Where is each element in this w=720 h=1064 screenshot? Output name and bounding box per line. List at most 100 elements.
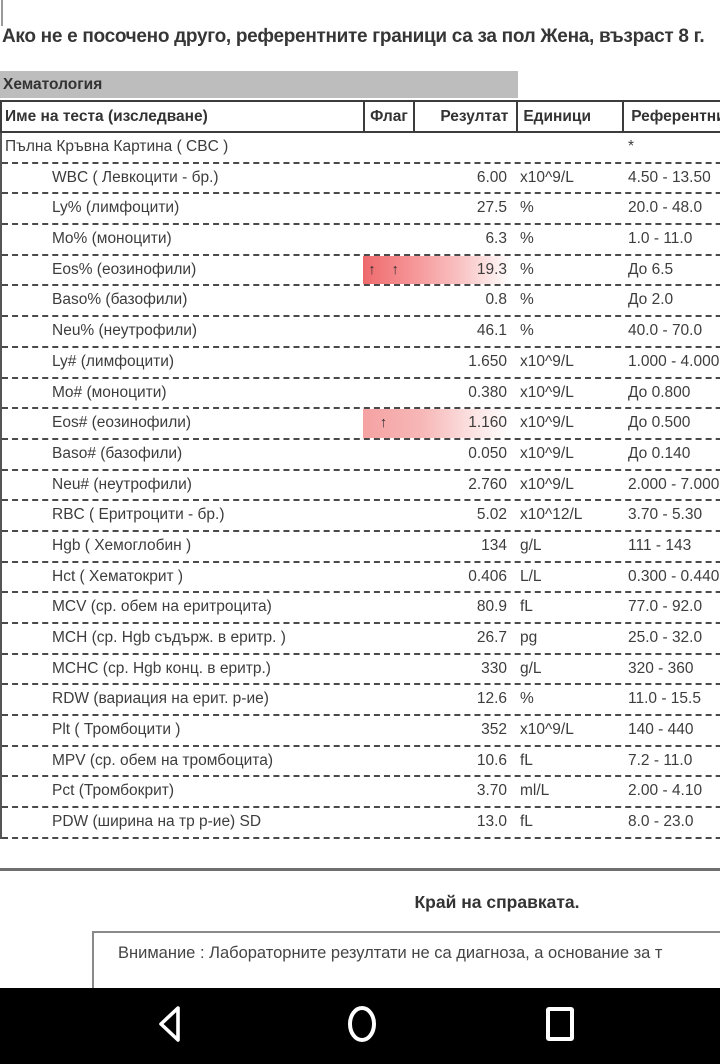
table-row: RBC ( Еритроцити - бр.) 5.02 x10^12/L 3.… [2,501,720,532]
units-cell: x10^9/L [520,444,574,462]
flag-cell [361,808,412,837]
result-cell: 6.00 [476,168,507,186]
result-cell: 134 [481,536,507,554]
reference-cell: 2.00 - 4.10 [628,782,703,800]
abnormal-highlight [363,255,511,285]
table-row: Hgb ( Хемоглобин ) 134 g/L 111 - 143 [2,532,720,563]
flag-cell [361,286,412,315]
table-row: Baso# (базофили) 0.050 x10^9/L До 0.140 [2,440,720,471]
flag-cell [361,777,412,806]
flag-cell [361,624,412,653]
units-cell: x10^9/L [520,475,574,493]
reference-cell: 140 - 440 [628,721,694,739]
result-cell: 46.1 [476,322,507,340]
table-row: Ly% (лимфоцити) 27.5 % 20.0 - 48.0 [2,194,720,226]
table-row: Eos% (еозинофили) ↑ ↑ 19.3 % До 6.5 [2,255,720,287]
table-body: Пълна Кръвна Картина ( CBC ) * WBC ( Лев… [0,133,720,839]
table-row: MCHC (ср. Hgb конц. в еритр.) 330 g/L 32… [2,655,720,686]
units-cell: g/L [520,536,542,554]
reference-cell: 1.0 - 11.0 [628,230,693,248]
result-cell: 0.8 [485,291,507,309]
android-navigation-bar [0,988,720,1064]
result-cell: 12.6 [476,690,507,708]
table-row: Hct ( Хематокрит ) 0.406 L/L 0.300 - 0.4… [2,563,720,594]
table-row: Baso% (базофили) 0.8 % До 2.0 [2,286,720,318]
units-cell: fL [520,813,533,831]
page-edge-tick [1,0,3,26]
test-name-cell: RDW (вариация на ерит. р-ие) [52,690,269,708]
table-row: WBC ( Левкоцити - бр.) 6.00 x10^9/L 4.50… [2,164,720,195]
units-cell: x10^9/L [520,383,574,401]
reference-cell: 320 - 360 [628,659,694,677]
column-header-test-name: Име на теста (изследване) [5,108,208,125]
back-button[interactable] [152,1005,188,1044]
table-row: RDW (вариация на ерит. р-ие) 12.6 % 11.0… [2,685,720,717]
reference-cell: 7.2 - 11.0 [628,751,693,769]
units-cell: pg [520,629,538,646]
table-row: Mo% (моноцити) 6.3 % 1.0 - 11.0 [2,225,720,256]
flag-cell [361,655,412,684]
table-row: Plt ( Тромбоцити ) 352 x10^9/L 140 - 440 [2,716,720,747]
reference-cell: 2.000 - 7.000 [628,475,720,493]
table-header-row: Име на теста (изследване) Флаг Резултат … [0,100,720,133]
test-name-cell: Plt ( Тромбоцити ) [52,721,181,739]
result-cell: 19.3 [476,260,507,278]
result-cell: 1.160 [468,414,507,432]
units-cell: % [520,260,534,278]
reference-cell: 3.70 - 5.30 [628,506,703,524]
result-cell: 80.9 [476,598,507,616]
flag-cell [361,747,412,776]
result-cell: 13.0 [476,813,507,831]
units-cell: % [520,291,534,309]
table-row: Eos# (еозинофили) ↑ 1.160 x10^9/L До 0.5… [2,409,720,440]
test-name-cell: Mo% (моноцити) [52,230,172,248]
test-name-cell: WBC ( Левкоцити - бр.) [52,168,219,186]
result-cell: 27.5 [476,199,507,217]
test-name-cell: PDW (ширина на тр р-ие) SD [52,813,262,831]
reference-cell: 77.0 - 92.0 [628,598,703,616]
flag-cell [361,471,412,500]
reference-cell: До 0.500 [628,414,691,432]
units-cell: x10^12/L [520,506,583,524]
flag-cell [361,593,412,622]
home-button[interactable] [344,1005,380,1044]
test-name-cell: Baso% (базофили) [52,291,188,309]
table-row: MCV (ср. обем на еритроцита) 80.9 fL 77.… [2,593,720,624]
table-row: Neu% (неутрофили) 46.1 % 40.0 - 70.0 [2,317,720,348]
section-title: Хематология [3,76,103,93]
test-name-cell: Baso# (базофили) [52,444,183,462]
test-name-cell: MCH (ср. Hgb съдърж. в еритр. ) [52,629,286,646]
triangle-left-icon [156,1005,184,1048]
result-cell: 10.6 [476,751,507,769]
result-cell: 2.760 [468,475,507,493]
result-cell: 0.406 [468,567,507,585]
reference-cell: 4.50 - 13.50 [628,168,711,186]
column-header-reference: Референтни стойности [622,102,720,131]
test-name-cell: Hct ( Хематокрит ) [52,567,184,585]
result-cell: 3.70 [476,782,507,800]
flag-cell: ↑ ↑ [368,261,405,278]
flag-cell [361,685,412,714]
reference-cell: 11.0 - 15.5 [628,690,701,708]
reference-cell: * [628,138,635,155]
table-row: Пълна Кръвна Картина ( CBC ) * [2,133,720,164]
flag-cell [361,317,412,346]
table-row: Mo# (моноцити) 0.380 x10^9/L До 0.800 [2,379,720,410]
test-name-cell: Ly% (лимфоцити) [52,199,180,217]
units-cell [515,133,621,162]
flag-cell [361,563,412,592]
recents-button[interactable] [542,1006,578,1047]
square-icon [544,1006,576,1047]
table-row: PDW (ширина на тр р-ие) SD 13.0 fL 8.0 -… [2,808,720,839]
abnormal-highlight [363,409,511,438]
warning-text: Внимание : Лабораторните резултати не са… [118,944,663,962]
result-cell [412,133,515,162]
test-name-cell: Hgb ( Хемоглобин ) [52,536,192,554]
reference-cell: 25.0 - 32.0 [628,629,703,646]
units-cell: x10^9/L [520,414,574,432]
flag-cell [361,194,412,223]
result-cell: 26.7 [476,629,507,646]
test-name-cell: Neu# (неутрофили) [52,475,192,493]
units-cell: ml/L [520,782,550,800]
